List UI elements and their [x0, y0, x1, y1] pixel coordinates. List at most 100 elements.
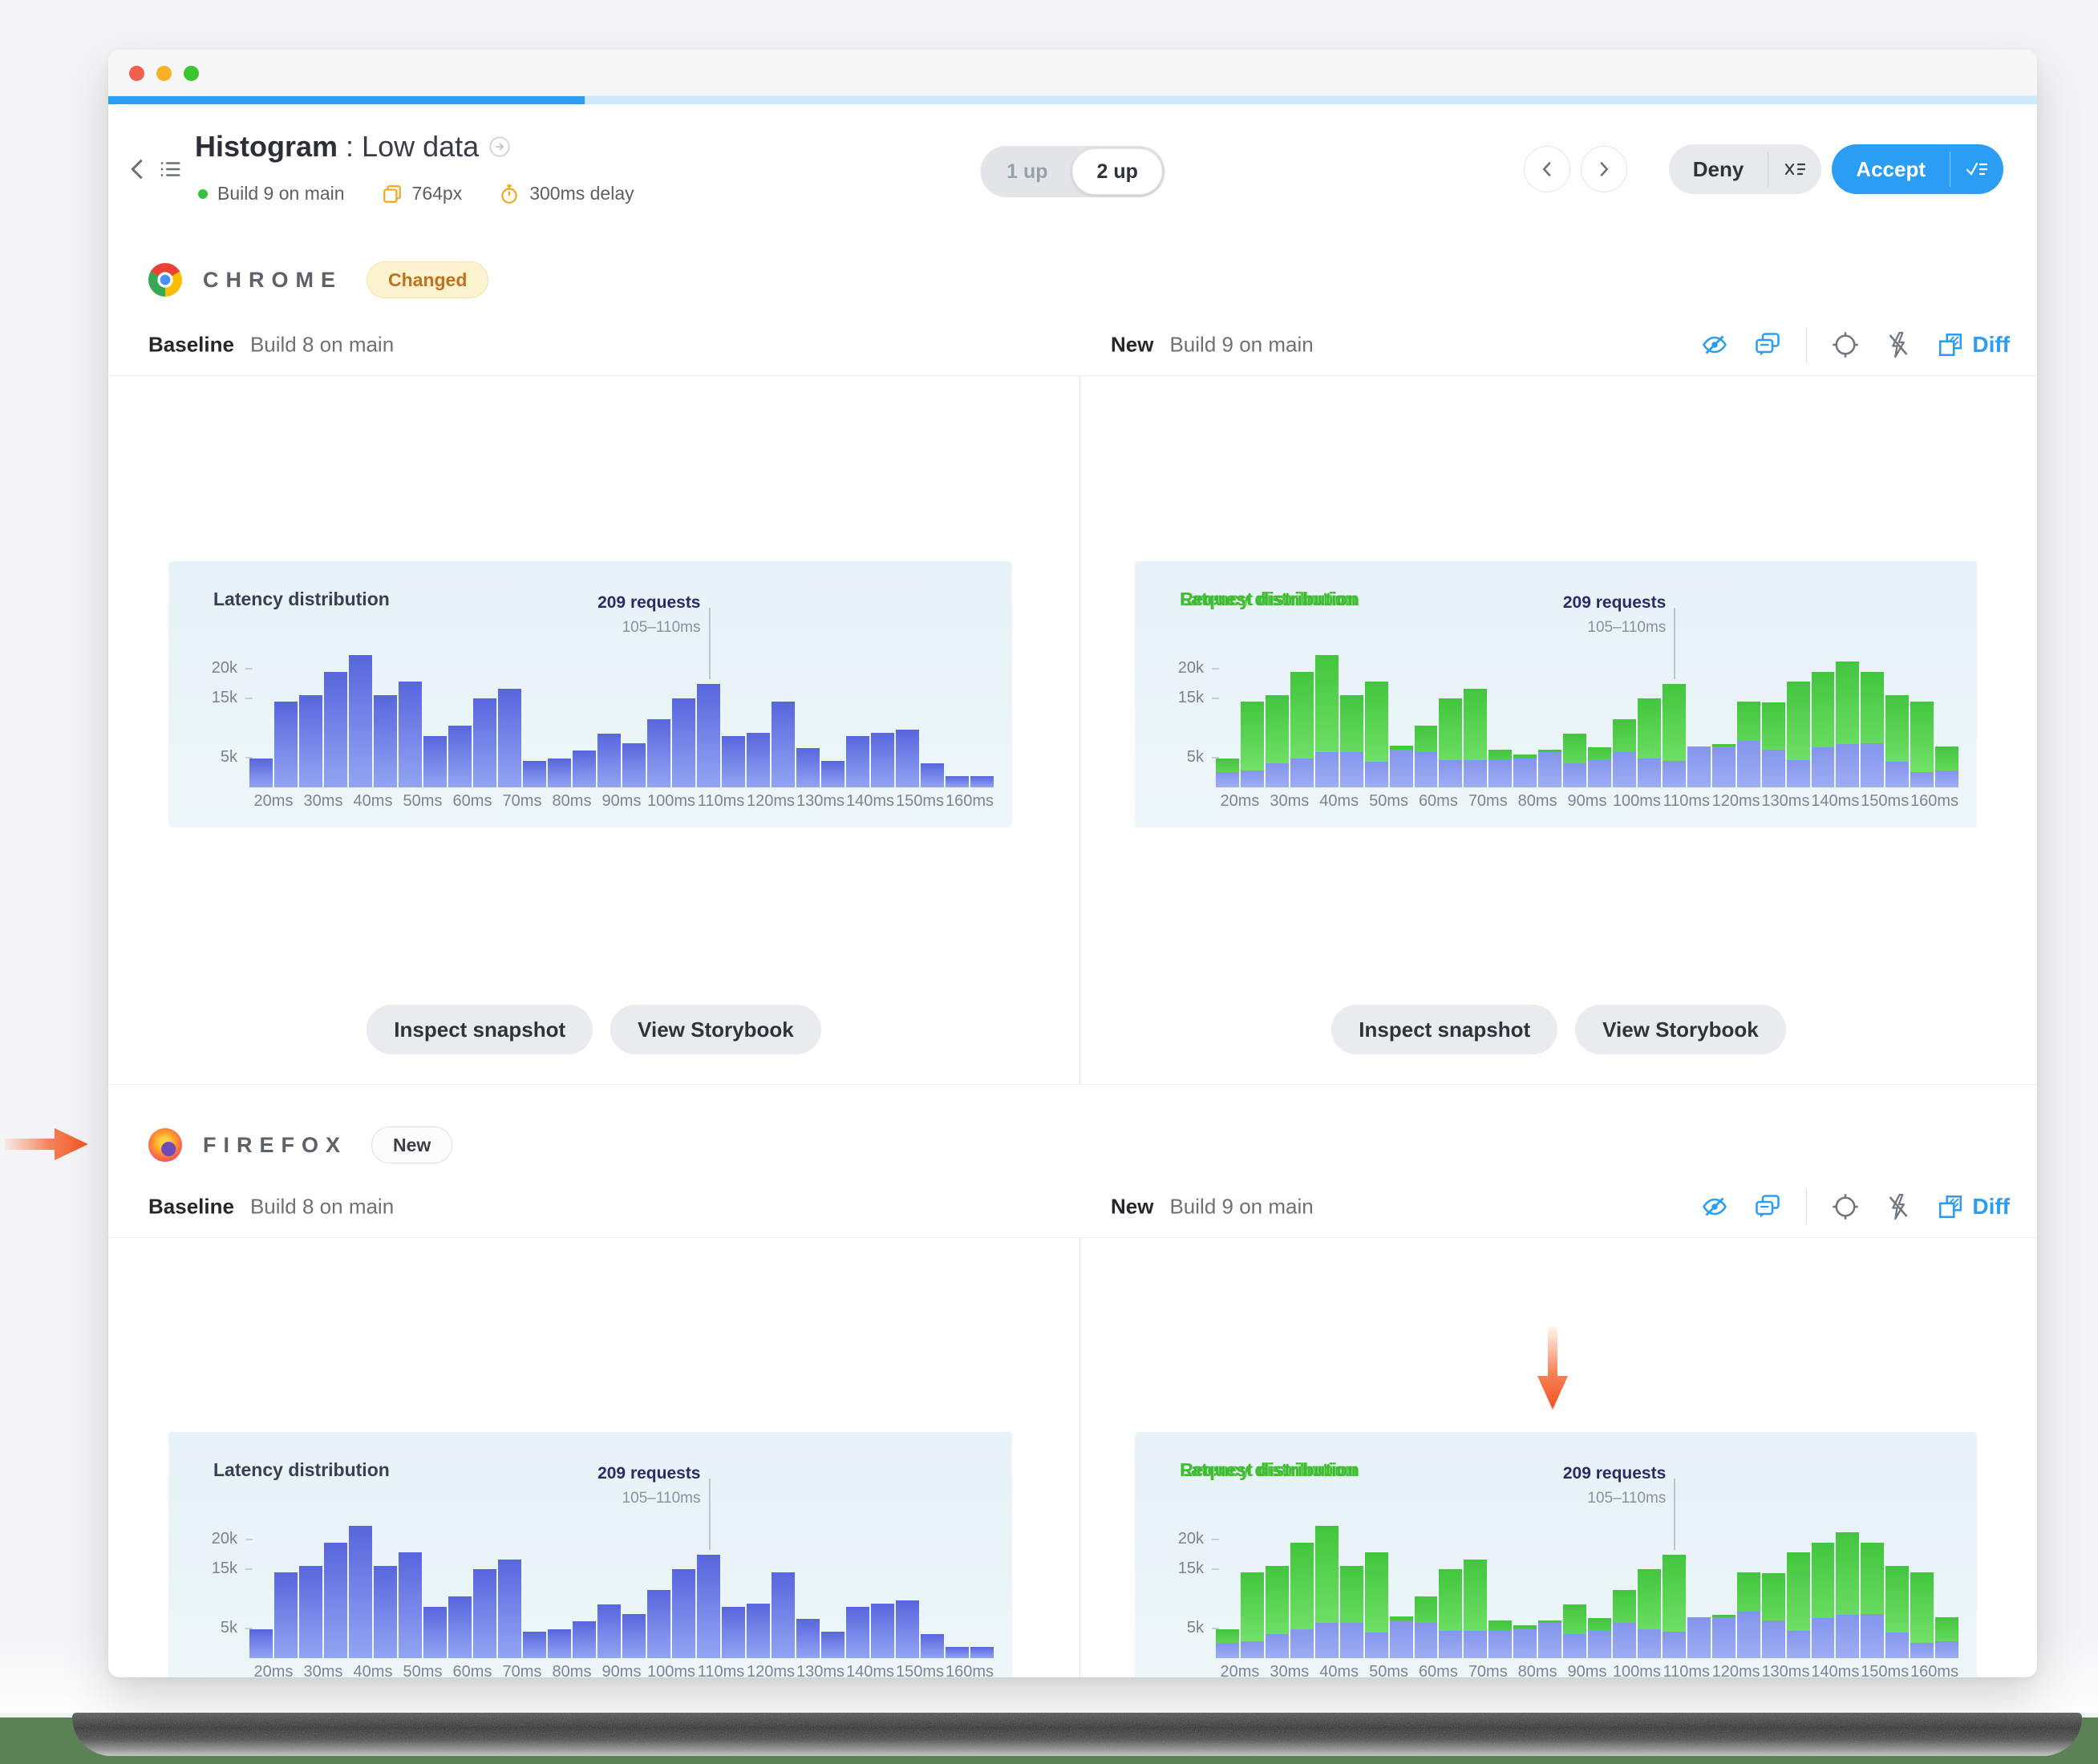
story-list-icon[interactable]	[158, 157, 182, 181]
histogram-plot	[249, 1519, 994, 1658]
chart-title-diff: Request distribution	[1180, 1459, 1359, 1480]
x-tick-label: 60ms	[1418, 1663, 1458, 1677]
diff-toggle[interactable]: Diff	[1937, 1193, 2010, 1220]
build-progress-bar	[108, 96, 2037, 104]
baseline-label: Baseline	[148, 332, 234, 357]
deny-button[interactable]: Deny	[1668, 144, 1822, 194]
y-tick-label: 20k	[1177, 659, 1204, 677]
x-tick-label: 50ms	[403, 1663, 443, 1677]
y-tick-label: 15k	[211, 689, 237, 706]
build-status: Build 9 on main	[198, 183, 345, 204]
next-change-button[interactable]	[1580, 146, 1627, 192]
x-tick-label: 80ms	[552, 792, 592, 810]
diff-icon	[1939, 333, 1962, 357]
x-tick-label: 90ms	[601, 1663, 642, 1677]
snapshot-chrome-new-diff[interactable]: Latency distribution Request distribution…	[1135, 561, 1977, 827]
x-tick-label: 160ms	[945, 792, 994, 810]
chrome-new-panel: Latency distribution Request distribution…	[1079, 376, 2037, 1084]
x-tick-label: 60ms	[1418, 792, 1458, 810]
x-tick-label: 160ms	[1910, 792, 1959, 810]
inspect-snapshot-button[interactable]: Inspect snapshot	[367, 1005, 593, 1054]
app-window: Histogram : Low data Build 9 on main 764…	[108, 50, 2037, 1677]
y-tick-label: 15k	[211, 1560, 237, 1577]
x-tick-label: 90ms	[601, 792, 642, 810]
toggle-2up[interactable]: 2 up	[1071, 148, 1163, 195]
close-window-button[interactable]	[129, 66, 144, 81]
viewport-meta: 764px	[382, 183, 462, 204]
x-tick-label: 110ms	[697, 792, 745, 810]
chrome-baseline-panel: Latency distribution 5k 15k 20k 20ms 30ms 40ms…	[108, 376, 1079, 1084]
x-tick-label: 70ms	[502, 792, 542, 810]
x-tick-label: 140ms	[845, 792, 895, 810]
focus-icon[interactable]	[1831, 1192, 1860, 1221]
inspect-snapshot-button[interactable]: Inspect snapshot	[1331, 1005, 1558, 1054]
annotation-label: 209 requests	[597, 1464, 701, 1483]
y-tick-label: 5k	[220, 1619, 237, 1637]
focus-icon[interactable]	[1831, 330, 1860, 359]
x-tick-label: 50ms	[1369, 1663, 1408, 1677]
x-tick-label: 20ms	[1220, 1663, 1260, 1677]
x-tick-label: 40ms	[353, 1663, 393, 1677]
y-tick-label: 5k	[1186, 1619, 1204, 1637]
x-tick-label: 100ms	[646, 1663, 696, 1677]
snapshot-chrome-baseline[interactable]: Latency distribution 5k 15k 20k 20ms 30ms 40ms…	[168, 561, 1012, 827]
comments-icon[interactable]	[1753, 330, 1782, 359]
x-tick-label: 30ms	[1270, 1663, 1310, 1677]
x-tick-label: 150ms	[895, 1663, 945, 1677]
compare-row-chrome: Baseline Build 8 on main New Build 9 on …	[108, 314, 2037, 376]
diff-toggle[interactable]: Diff	[1937, 331, 2010, 358]
x-tick-label: 80ms	[552, 1663, 592, 1677]
x-tick-label: 120ms	[746, 792, 796, 810]
accept-batch-icon[interactable]	[1950, 144, 2003, 194]
open-story-icon[interactable]	[488, 136, 511, 158]
annotation-label: 209 requests	[1562, 593, 1667, 612]
diff-icon	[1939, 1195, 1962, 1219]
x-tick-label: 120ms	[746, 1663, 796, 1677]
x-tick-label: 60ms	[452, 1663, 492, 1677]
y-tick-label: 20k	[1177, 1530, 1204, 1548]
toggle-1up[interactable]: 1 up	[1006, 160, 1048, 183]
comments-icon[interactable]	[1753, 1192, 1782, 1221]
y-tick-label: 15k	[1177, 689, 1204, 706]
back-icon[interactable]	[128, 157, 147, 181]
title-separator: :	[346, 130, 354, 163]
x-tick-label: 160ms	[1910, 1663, 1959, 1677]
x-tick-label: 90ms	[1567, 792, 1607, 810]
flash-off-icon[interactable]	[1884, 330, 1913, 359]
annotation-range: 105–110ms	[622, 619, 701, 636]
toolbar-divider	[1806, 327, 1808, 362]
hide-changes-icon[interactable]	[1700, 1192, 1729, 1221]
story-meta: Build 9 on main 764px 300ms delay	[198, 183, 634, 204]
zoom-window-button[interactable]	[184, 66, 199, 81]
x-tick-label: 160ms	[945, 1663, 994, 1677]
baseline-build: Build 8 on main	[249, 332, 395, 357]
new-label: New	[1111, 332, 1154, 357]
y-tick-label: 5k	[220, 748, 237, 766]
accept-button[interactable]: Accept	[1832, 144, 2003, 194]
prev-change-button[interactable]	[1523, 146, 1570, 192]
x-tick-label: 20ms	[253, 1663, 294, 1677]
chrome-icon	[148, 263, 182, 297]
annotation-range: 105–110ms	[1587, 1490, 1667, 1507]
view-storybook-button[interactable]: View Storybook	[610, 1005, 821, 1054]
page-title: Histogram : Low data	[195, 130, 511, 164]
snapshot-firefox-baseline[interactable]: Latency distribution 5k 15k 20k 20ms 30ms 40ms…	[168, 1432, 1012, 1677]
firefox-panels: Latency distribution 5k 15k 20k 20ms 30ms 40ms…	[108, 1238, 2037, 1677]
flash-off-icon[interactable]	[1884, 1192, 1913, 1221]
timer-icon	[501, 184, 517, 204]
story-name: Low data	[362, 130, 480, 163]
status-badge-new: New	[371, 1127, 453, 1163]
snapshot-firefox-new-diff[interactable]: Latency distribution Request distribution…	[1135, 1432, 1977, 1677]
status-badge-changed: Changed	[367, 261, 489, 298]
hide-changes-icon[interactable]	[1700, 330, 1729, 359]
x-tick-label: 50ms	[403, 792, 443, 810]
x-tick-label: 110ms	[1663, 792, 1710, 810]
callout-arrow-right-icon	[5, 1127, 88, 1162]
minimize-window-button[interactable]	[156, 66, 172, 81]
x-tick-label: 130ms	[1761, 792, 1810, 810]
x-tick-label: 110ms	[1663, 1663, 1710, 1677]
view-storybook-button[interactable]: View Storybook	[1575, 1005, 1786, 1054]
deny-batch-icon[interactable]	[1768, 144, 1821, 194]
x-tick-label: 40ms	[353, 792, 393, 810]
